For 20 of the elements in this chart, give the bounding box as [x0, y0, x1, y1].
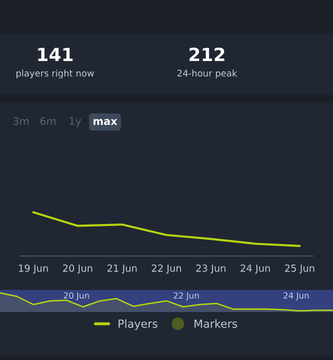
x-tick-label: 20 Jun	[63, 264, 92, 274]
annotation: 22 Jun	[174, 292, 199, 300]
text: max	[94, 119, 118, 126]
text: 141	[38, 48, 73, 61]
text: players right now	[16, 70, 94, 78]
text: 3m	[13, 117, 29, 126]
x-tick-label: 19 Jun	[19, 264, 48, 274]
x-tick-label: 23 Jun	[196, 264, 226, 274]
text: 6m	[40, 117, 56, 126]
annotation: 24 Jun	[284, 292, 309, 300]
legend-label: Markers	[194, 319, 238, 328]
x-tick-label: 21 Jun	[107, 264, 137, 274]
text: 1y	[70, 117, 82, 128]
annotation: 20 Jun	[64, 292, 89, 300]
x-tick-label: 22 Jun	[152, 264, 181, 274]
text: 212	[190, 48, 224, 61]
text: 24-hour peak	[177, 70, 238, 78]
x-tick-label: 24 Jun	[240, 264, 270, 274]
legend-label: Players	[118, 319, 158, 330]
x-tick-label: 25 Jun	[285, 264, 314, 274]
